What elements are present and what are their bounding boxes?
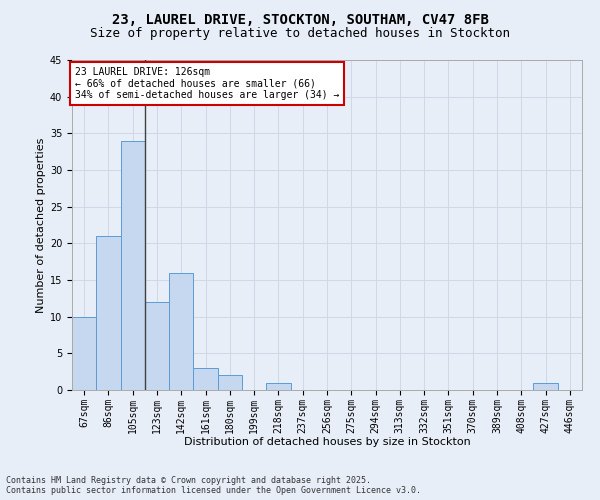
Bar <box>218 376 242 390</box>
Text: Contains HM Land Registry data © Crown copyright and database right 2025.
Contai: Contains HM Land Registry data © Crown c… <box>6 476 421 495</box>
Bar <box>72 316 96 390</box>
Bar <box>145 302 169 390</box>
Bar <box>169 272 193 390</box>
Bar <box>193 368 218 390</box>
Bar <box>96 236 121 390</box>
Text: 23, LAUREL DRIVE, STOCKTON, SOUTHAM, CV47 8FB: 23, LAUREL DRIVE, STOCKTON, SOUTHAM, CV4… <box>112 12 488 26</box>
Bar <box>533 382 558 390</box>
X-axis label: Distribution of detached houses by size in Stockton: Distribution of detached houses by size … <box>184 437 470 447</box>
Bar <box>121 140 145 390</box>
Y-axis label: Number of detached properties: Number of detached properties <box>35 138 46 312</box>
Bar <box>266 382 290 390</box>
Text: 23 LAUREL DRIVE: 126sqm
← 66% of detached houses are smaller (66)
34% of semi-de: 23 LAUREL DRIVE: 126sqm ← 66% of detache… <box>74 66 339 100</box>
Text: Size of property relative to detached houses in Stockton: Size of property relative to detached ho… <box>90 28 510 40</box>
